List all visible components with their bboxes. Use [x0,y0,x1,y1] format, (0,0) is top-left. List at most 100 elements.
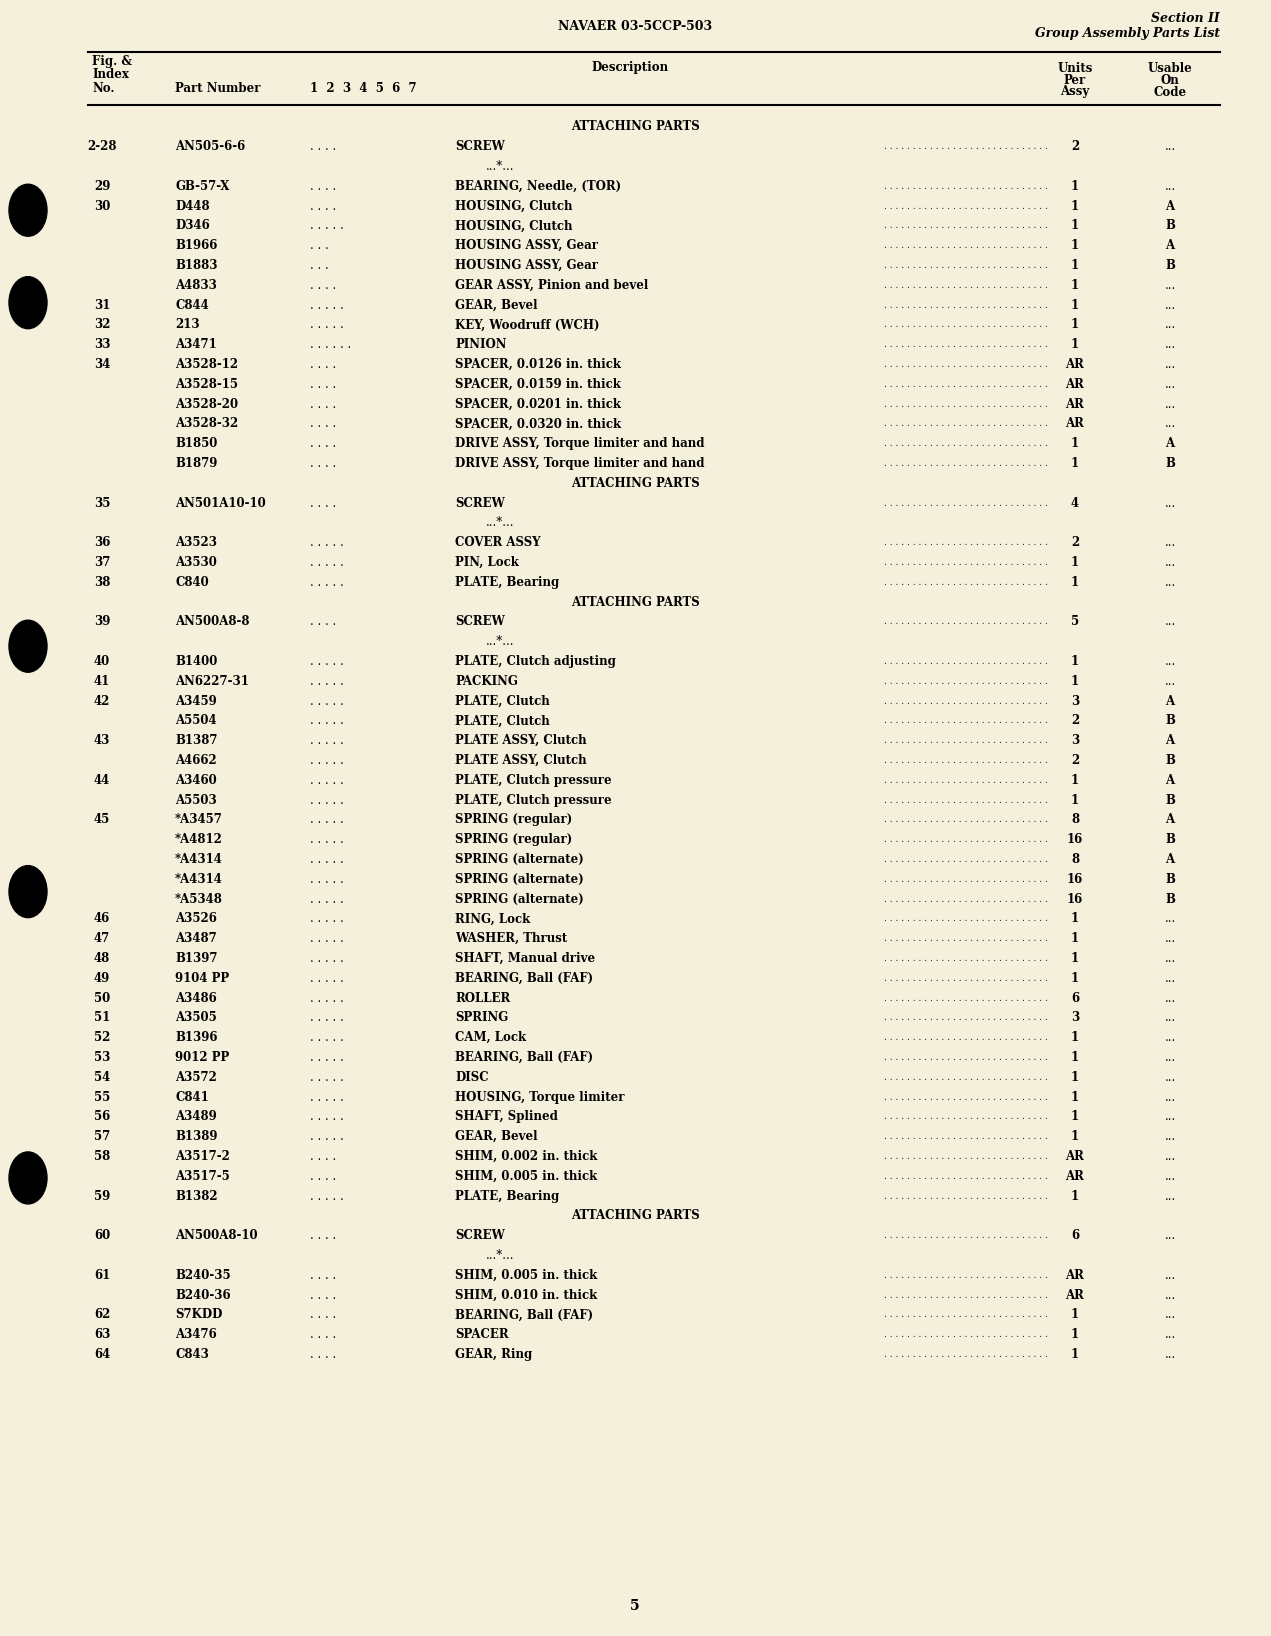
Text: GB-57-X: GB-57-X [175,180,229,193]
Text: 1: 1 [1071,674,1079,687]
Text: B: B [1166,754,1174,767]
Text: 1: 1 [1071,1072,1079,1083]
Text: ...: ... [1164,1289,1176,1302]
Text: SPRING (alternate): SPRING (alternate) [455,852,583,865]
Text: 62: 62 [94,1309,111,1322]
Text: . . . .: . . . . [310,180,337,193]
Text: ...: ... [1164,1050,1176,1063]
Text: A3489: A3489 [175,1111,217,1124]
Text: SPRING (alternate): SPRING (alternate) [455,893,583,906]
Text: . . . . .: . . . . . [310,774,343,787]
Text: B1879: B1879 [175,456,217,470]
Text: . . . . . . . . . . . . . . . . . . . . . . . . . . . . .: . . . . . . . . . . . . . . . . . . . . … [885,973,1049,983]
Text: 8: 8 [1071,852,1079,865]
Text: . . . .: . . . . [310,278,337,291]
Text: SPACER, 0.0320 in. thick: SPACER, 0.0320 in. thick [455,417,622,430]
Ellipse shape [9,865,47,918]
Text: A3523: A3523 [175,537,217,550]
Text: A3486: A3486 [175,991,217,1005]
Text: ATTACHING PARTS: ATTACHING PARTS [571,476,699,489]
Text: 1: 1 [1071,1328,1079,1342]
Text: ...: ... [1164,1111,1176,1124]
Text: . . . . .: . . . . . [310,537,343,550]
Text: . . . . .: . . . . . [310,319,343,332]
Text: PACKING: PACKING [455,674,517,687]
Text: 9104 PP: 9104 PP [175,972,229,985]
Text: B1883: B1883 [175,258,217,272]
Text: 1: 1 [1071,952,1079,965]
Text: 38: 38 [94,576,111,589]
Text: . . .: . . . [310,239,329,252]
Text: ...: ... [1164,1229,1176,1242]
Text: . . . . . . . . . . . . . . . . . . . . . . . . . . . . .: . . . . . . . . . . . . . . . . . . . . … [885,340,1049,348]
Text: . . . . . . . . . . . . . . . . . . . . . . . . . . . . .: . . . . . . . . . . . . . . . . . . . . … [885,934,1049,944]
Text: SCREW: SCREW [455,497,505,509]
Text: A3528-15: A3528-15 [175,378,238,391]
Text: SHIM, 0.010 in. thick: SHIM, 0.010 in. thick [455,1289,597,1302]
Text: . . . . .: . . . . . [310,852,343,865]
Text: 40: 40 [94,654,111,667]
Text: 44: 44 [94,774,111,787]
Text: B: B [1166,715,1174,728]
Text: HOUSING, Torque limiter: HOUSING, Torque limiter [455,1091,624,1104]
Text: . . . .: . . . . [310,1348,337,1361]
Text: . . . . .: . . . . . [310,1189,343,1202]
Text: B1397: B1397 [175,952,217,965]
Text: . . . .: . . . . [310,358,337,371]
Text: A3517-2: A3517-2 [175,1150,230,1163]
Text: 45: 45 [94,813,111,826]
Text: SPRING: SPRING [455,1011,508,1024]
Text: . . .: . . . [310,258,329,272]
Text: 16: 16 [1066,833,1083,846]
Text: DRIVE ASSY, Torque limiter and hand: DRIVE ASSY, Torque limiter and hand [455,456,704,470]
Text: 64: 64 [94,1348,111,1361]
Text: PINION: PINION [455,339,507,352]
Text: A3460: A3460 [175,774,217,787]
Text: A3476: A3476 [175,1328,217,1342]
Text: . . . . . . . . . . . . . . . . . . . . . . . . . . . . .: . . . . . . . . . . . . . . . . . . . . … [885,658,1049,666]
Text: 46: 46 [94,913,111,926]
Text: 29: 29 [94,180,111,193]
Text: . . . . . . . . . . . . . . . . . . . . . . . . . . . . .: . . . . . . . . . . . . . . . . . . . . … [885,1132,1049,1142]
Text: *A5348: *A5348 [175,893,222,906]
Text: 4: 4 [1071,497,1079,509]
Text: 1: 1 [1071,654,1079,667]
Text: . . . . . . . . . . . . . . . . . . . . . . . . . . . . .: . . . . . . . . . . . . . . . . . . . . … [885,281,1049,290]
Text: ...: ... [1164,497,1176,509]
Text: . . . . . . . . . . . . . . . . . . . . . . . . . . . . .: . . . . . . . . . . . . . . . . . . . . … [885,321,1049,329]
Text: WASHER, Thrust: WASHER, Thrust [455,933,567,946]
Text: . . . .: . . . . [310,497,337,509]
Text: 33: 33 [94,339,111,352]
Text: PLATE, Clutch pressure: PLATE, Clutch pressure [455,774,611,787]
Text: SPACER: SPACER [455,1328,508,1342]
Text: A4662: A4662 [175,754,217,767]
Text: AN500A8-10: AN500A8-10 [175,1229,258,1242]
Text: . . . .: . . . . [310,1150,337,1163]
Text: Fig. &: Fig. & [92,56,132,69]
Text: A3528-20: A3528-20 [175,398,238,411]
Text: Section II: Section II [1152,11,1220,25]
Text: 52: 52 [94,1031,111,1044]
Text: ...: ... [1164,991,1176,1005]
Text: ...: ... [1164,1170,1176,1183]
Text: C841: C841 [175,1091,208,1104]
Text: A3572: A3572 [175,1072,217,1083]
Text: . . . . . . . . . . . . . . . . . . . . . . . . . . . . .: . . . . . . . . . . . . . . . . . . . . … [885,815,1049,825]
Text: Per: Per [1064,74,1087,87]
Text: . . . . . . . . . . . . . . . . . . . . . . . . . . . . .: . . . . . . . . . . . . . . . . . . . . … [885,419,1049,429]
Text: . . . . . . . . . . . . . . . . . . . . . . . . . . . . .: . . . . . . . . . . . . . . . . . . . . … [885,717,1049,725]
Text: ...: ... [1164,398,1176,411]
Text: A3459: A3459 [175,695,217,708]
Text: . . . . . . . . . . . . . . . . . . . . . . . . . . . . .: . . . . . . . . . . . . . . . . . . . . … [885,795,1049,805]
Text: AN500A8-8: AN500A8-8 [175,615,249,628]
Text: 8: 8 [1071,813,1079,826]
Text: AN505-6-6: AN505-6-6 [175,141,245,154]
Text: A3487: A3487 [175,933,217,946]
Text: 1  2  3  4  5  6  7: 1 2 3 4 5 6 7 [310,82,417,95]
Text: . . . . .: . . . . . [310,1072,343,1083]
Text: . . . . . . . . . . . . . . . . . . . . . . . . . . . . .: . . . . . . . . . . . . . . . . . . . . … [885,538,1049,546]
Text: 1: 1 [1071,456,1079,470]
Text: 61: 61 [94,1270,111,1281]
Text: ...: ... [1164,1328,1176,1342]
Text: A3471: A3471 [175,339,217,352]
